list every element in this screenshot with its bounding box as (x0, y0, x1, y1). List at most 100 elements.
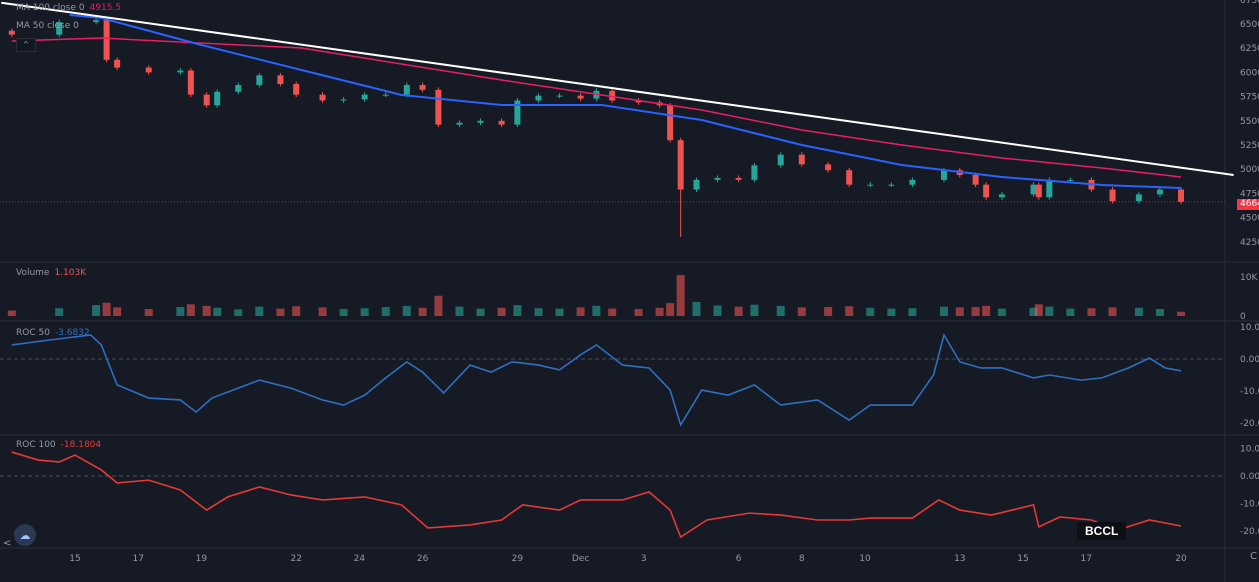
ma50-line (69, 14, 1182, 189)
roc100-tick-label: 0.000 (1240, 472, 1259, 482)
legend-roc50: ROC 50 -3.6832 (16, 328, 90, 338)
collapse-legend-button[interactable]: ^ (16, 38, 36, 52)
candle-body (1135, 194, 1142, 202)
volume-bar (592, 305, 601, 316)
candle-body (609, 90, 616, 101)
candle-body (498, 120, 505, 125)
volume-bar (1087, 308, 1096, 316)
price-tick-label: 4500 (1240, 214, 1259, 224)
volume-bar (7, 310, 16, 316)
volume-bar (576, 307, 585, 316)
volume-bar (666, 303, 675, 316)
price-pane (1, 1, 1234, 237)
candle-body (798, 154, 805, 165)
time-tick-label: Dec (572, 554, 589, 564)
roc50-line (11, 332, 1182, 427)
volume-bar (434, 295, 443, 316)
candle-body (477, 120, 484, 123)
time-tick-label: 15 (69, 554, 80, 564)
legend-label: ROC 50 (16, 328, 50, 338)
candle-body (340, 99, 347, 101)
roc50-tick-label: -20.00 (1240, 419, 1259, 429)
volume-bar (418, 307, 427, 316)
legend-ma50: MA 50 close 0 (16, 21, 79, 31)
cloud-icon[interactable]: ☁ (14, 524, 36, 546)
volume-bar (318, 307, 327, 316)
volume-bar (971, 307, 980, 316)
volume-bar (360, 308, 369, 316)
time-tick-label: 20 (1175, 554, 1187, 564)
volume-bar (234, 309, 243, 316)
time-tick-label: 3 (641, 554, 647, 564)
roc50-pane (11, 332, 1182, 427)
volume-bar (982, 305, 991, 316)
volume-bar (1045, 306, 1054, 316)
candle-body (1156, 189, 1163, 195)
candle-body (277, 75, 284, 85)
legend-value: 1.103K (54, 268, 87, 278)
volume-bar (255, 306, 264, 316)
volume-bar (692, 301, 701, 316)
volume-bar (634, 308, 643, 316)
time-tick-label: 24 (354, 554, 366, 564)
candle-body (777, 154, 784, 166)
roc100-tick-label: -10.00 (1240, 500, 1259, 510)
volume-tick-label: 0 (1240, 312, 1246, 322)
volume-bar (339, 308, 348, 316)
legend-ma100: MA 100 close 0 4915.5 (16, 3, 121, 13)
scroll-left-button[interactable]: < (3, 538, 12, 549)
candle-body (888, 184, 895, 186)
volume-bar (55, 308, 64, 316)
price-tick-label: 5000 (1240, 165, 1259, 175)
volume-bar (455, 306, 464, 316)
candle-body (998, 194, 1005, 198)
price-tick-label: 4250 (1240, 238, 1259, 248)
legend-value: -3.6832 (54, 328, 90, 338)
watermark-label: BCCL (1077, 522, 1127, 540)
ma100-line (11, 37, 1182, 178)
roc50-tick-label: 10.00 (1240, 323, 1259, 333)
volume-bar (381, 307, 390, 316)
time-tick-label: 26 (417, 554, 429, 564)
candle-body (909, 179, 916, 185)
candle-body (972, 175, 979, 185)
candle-body (456, 122, 463, 125)
volume-bar (824, 307, 833, 316)
time-tick-label: 22 (290, 554, 301, 564)
volume-bar (402, 305, 411, 316)
candle-body (1035, 184, 1042, 198)
legend-value: 4915.5 (89, 3, 122, 13)
legend-label: MA 50 close 0 (16, 21, 79, 31)
volume-bar (186, 304, 195, 316)
candle-body (514, 100, 521, 125)
volume-bar (213, 307, 222, 316)
volume-bar (113, 307, 122, 316)
volume-bar (1066, 308, 1075, 316)
candle-body (103, 20, 110, 60)
legend-label: ROC 100 (16, 440, 56, 450)
volume-pane (7, 275, 1185, 316)
price-tick-label: 4750 (1240, 189, 1259, 199)
candle-body (256, 75, 263, 85)
legend-label: MA 100 close 0 (16, 3, 85, 13)
volume-bar (713, 305, 722, 316)
volume-bar (750, 304, 759, 316)
roc100-line (11, 451, 1182, 539)
volume-bar (955, 307, 964, 316)
candle-body (361, 94, 368, 100)
candle-body (693, 179, 700, 190)
candle-body (214, 91, 221, 106)
roc100-pane (11, 451, 1182, 539)
candle-body (635, 100, 642, 103)
volume-bar (845, 306, 854, 316)
trendline (1, 1, 1234, 176)
candle-body (382, 94, 389, 96)
volume-bar (676, 275, 685, 316)
volume-bar (276, 308, 285, 316)
reset-icon[interactable]: C (1250, 551, 1257, 562)
candle-body (1067, 179, 1074, 181)
price-tick-label: 6250 (1240, 44, 1259, 54)
